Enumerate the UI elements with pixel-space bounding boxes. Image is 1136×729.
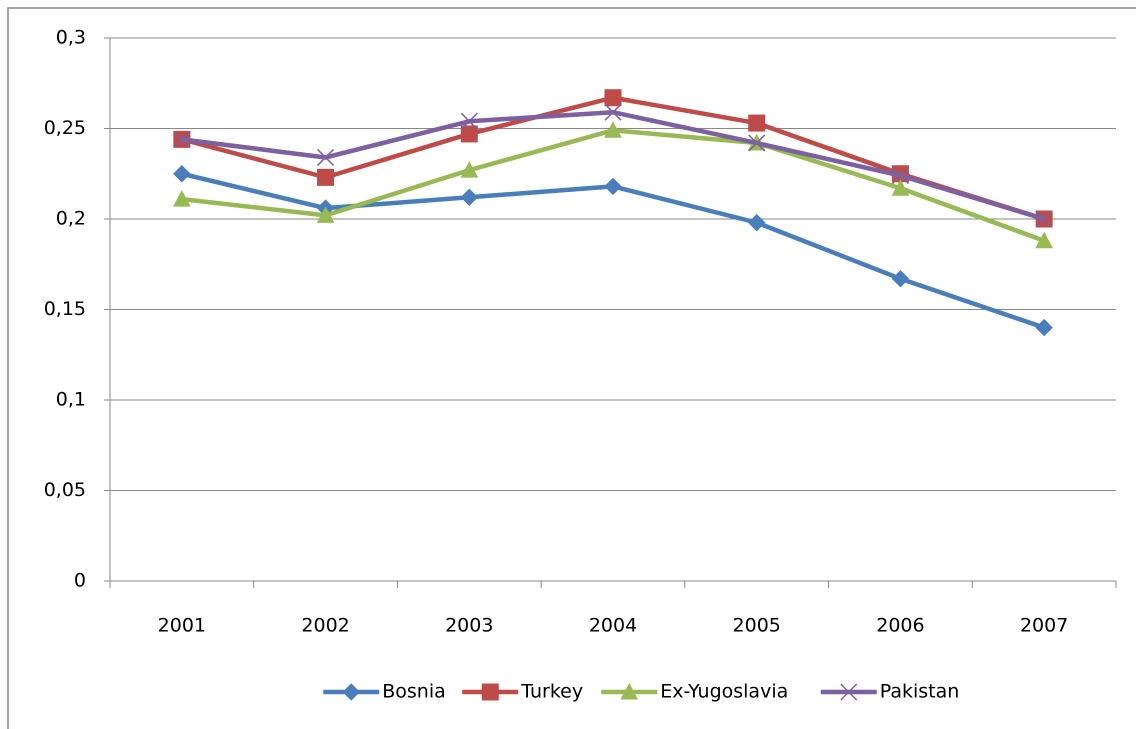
legend-marker <box>840 683 858 701</box>
y-tick-label: 0,05 <box>44 479 86 501</box>
marker <box>891 270 910 288</box>
legend-label: Turkey <box>520 681 583 703</box>
x-tick-label: 2006 <box>876 615 924 637</box>
y-tick-label: 0,3 <box>56 27 86 49</box>
x-tick-label: 2002 <box>301 615 349 637</box>
marker <box>1035 210 1053 228</box>
marker <box>317 148 335 166</box>
series-line <box>181 171 1045 330</box>
marker <box>748 213 766 232</box>
marker <box>173 165 191 183</box>
x-tick-label: 2007 <box>1020 615 1068 637</box>
legend-label: Ex-Yugoslavia <box>660 681 788 703</box>
marker <box>1035 231 1053 249</box>
marker <box>748 134 766 152</box>
y-tick-label: 0,1 <box>56 389 86 411</box>
marker <box>604 103 622 121</box>
marker <box>604 121 622 138</box>
chart-border <box>7 7 1136 729</box>
marker <box>460 125 478 143</box>
series-line <box>181 95 1045 222</box>
legend-marker <box>342 683 360 701</box>
legend-label: Pakistan <box>880 681 960 703</box>
marker <box>316 206 335 223</box>
legend-marker <box>620 682 639 700</box>
y-tick-label: 0 <box>74 570 86 592</box>
marker <box>748 114 766 132</box>
marker <box>891 167 909 185</box>
marker <box>604 177 622 196</box>
x-tick-label: 2005 <box>733 615 781 637</box>
x-tick-label: 2003 <box>445 615 493 637</box>
marker <box>460 188 478 206</box>
marker <box>173 190 191 207</box>
y-tick-label: 0,15 <box>44 298 86 320</box>
marker <box>1035 318 1053 337</box>
marker <box>317 168 335 186</box>
y-tick-label: 0,2 <box>56 208 86 230</box>
x-tick-label: 2001 <box>158 615 206 637</box>
marker <box>460 112 478 130</box>
x-tick-label: 2004 <box>589 615 637 637</box>
legend-marker <box>481 683 499 701</box>
marker <box>604 89 622 107</box>
marker <box>173 130 191 148</box>
y-tick-label: 0,25 <box>44 117 86 139</box>
marker <box>891 179 910 196</box>
legend-label: Bosnia <box>382 681 446 703</box>
marker <box>460 161 479 178</box>
